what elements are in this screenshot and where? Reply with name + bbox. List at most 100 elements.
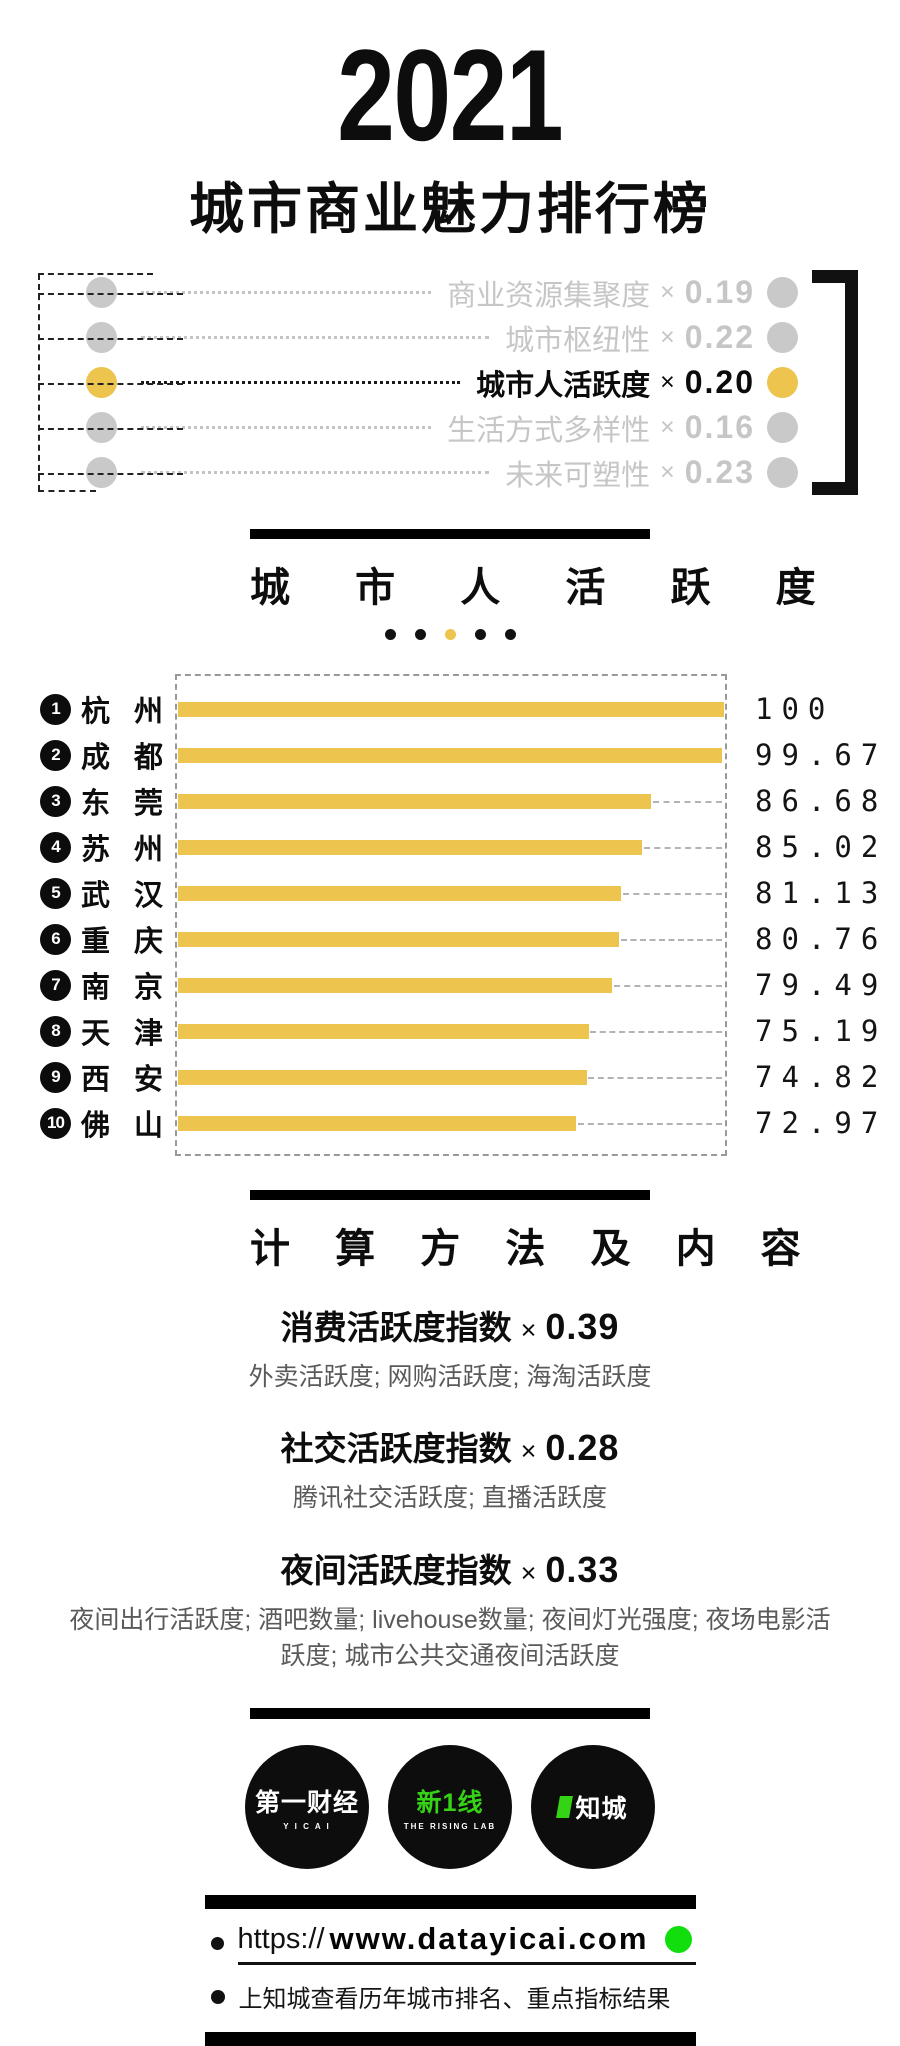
method-name: 消费活跃度指数 xyxy=(280,1309,512,1346)
legend-dot-icon xyxy=(767,367,798,398)
value-label: 100 xyxy=(755,692,835,726)
section-header-bar xyxy=(250,1190,650,1200)
logo-zhicheng-name: 知城 xyxy=(556,1789,628,1825)
page-dot[interactable] xyxy=(504,629,516,640)
url-link[interactable]: https:// www.datayicai.com xyxy=(237,1921,696,1965)
row-label: 4 苏 州 xyxy=(38,826,175,868)
row-label: 2 成 都 xyxy=(38,734,175,776)
section-header-bar xyxy=(250,529,650,539)
url-domain: www.datayicai.com xyxy=(329,1921,649,1956)
multiply-sign: × xyxy=(520,1557,537,1588)
rank-badge: 9 xyxy=(40,1061,71,1093)
dimension-legend: 商业资源集聚度 × 0.19 城市枢纽性 × 0.22 城市人活跃度 × 0.2… xyxy=(30,270,870,495)
chart-row: 2 成 都 99.67 xyxy=(38,732,878,778)
footer-top-bar xyxy=(204,1895,696,1909)
value-bar xyxy=(178,885,621,901)
chart-row: 8 天 津 75.19 xyxy=(38,1008,878,1054)
page-title-year: 2021 xyxy=(337,22,565,168)
bar-area xyxy=(175,1008,727,1054)
bar-area xyxy=(175,1054,727,1100)
legend-label: 城市人活跃度 xyxy=(476,369,651,402)
bar-area xyxy=(175,824,727,870)
rank-badge: 7 xyxy=(40,969,71,1001)
logo-yicai-name: 第一财经 xyxy=(254,1789,359,1817)
method-components: 腾讯社交活跃度; 直播活跃度 xyxy=(293,1484,607,1513)
chart-dashed-frame xyxy=(175,674,727,1156)
method-weight: 0.28 xyxy=(545,1427,620,1469)
value-connector xyxy=(613,985,722,987)
legend-weight: 0.16 xyxy=(684,409,755,445)
city-label: 苏 州 xyxy=(81,834,172,866)
logo-zhicheng: 知城 xyxy=(531,1745,655,1869)
bar-area xyxy=(175,870,727,916)
rank-badge: 1 xyxy=(40,693,71,725)
city-label: 天 津 xyxy=(81,1018,172,1050)
legend-row-urban-activity-active: 城市人活跃度 × 0.20 xyxy=(30,360,870,405)
legend-leader-dots xyxy=(141,426,432,429)
rank-badge: 10 xyxy=(40,1107,71,1139)
value-connector xyxy=(622,893,722,895)
rising-lab-flag-icon: 新1线 xyxy=(416,1789,484,1817)
value-bar xyxy=(178,747,723,763)
value-label: 99.67 xyxy=(755,738,888,772)
value-connector xyxy=(644,847,722,849)
row-label: 9 西 安 xyxy=(38,1056,175,1098)
row-label: 1 杭 州 xyxy=(38,688,175,730)
logo-yicai-sub: Y I C A I xyxy=(283,1822,331,1831)
legend-branch-line xyxy=(38,427,183,430)
chart-row: 4 苏 州 85.02 xyxy=(38,824,878,870)
value-connector xyxy=(620,939,722,941)
legend-dot-icon xyxy=(767,277,798,308)
legend-leader-dots xyxy=(141,291,432,294)
zhicheng-text: 知城 xyxy=(575,1795,628,1823)
bar-area xyxy=(175,732,727,778)
value-label: 81.13 xyxy=(755,876,888,910)
value-label: 80.76 xyxy=(755,922,888,956)
value-bar xyxy=(178,701,724,717)
row-label: 8 天 津 xyxy=(38,1010,175,1052)
value-label: 79.49 xyxy=(755,968,888,1002)
legend-label: 未来可塑性 xyxy=(505,459,651,492)
page-title: 城市商业魅力排行榜 xyxy=(188,178,711,240)
city-label: 重 庆 xyxy=(81,926,172,958)
value-label: 74.82 xyxy=(755,1060,888,1094)
legend-row-future-plasticity: 未来可塑性 × 0.23 xyxy=(30,450,870,495)
page-dot[interactable] xyxy=(384,629,396,640)
logo-rising-lab-sub: THE RISING LAB xyxy=(403,1822,497,1831)
value-label: 85.02 xyxy=(755,830,888,864)
value-bar xyxy=(178,1023,589,1039)
page-dot-active[interactable] xyxy=(444,629,456,640)
multiply-sign: × xyxy=(520,1315,537,1345)
value-bar xyxy=(178,839,643,855)
page-dot[interactable] xyxy=(474,629,486,640)
legend-weight: 0.19 xyxy=(684,274,755,310)
green-dot-icon xyxy=(664,1925,692,1953)
logo-rising-lab: 新1线 THE RISING LAB xyxy=(388,1745,512,1869)
value-connector xyxy=(577,1123,722,1125)
row-label: 3 东 莞 xyxy=(38,780,175,822)
city-label: 南 京 xyxy=(81,972,172,1004)
city-label: 成 都 xyxy=(81,742,172,774)
section-header-urban-activity: 城 市 人 活 跃 度 xyxy=(250,529,816,640)
chart-row: 1 杭 州 100 xyxy=(38,686,860,732)
footer-note-line: 上知城查看历年城市排名、重点指标结果 xyxy=(205,1979,696,2014)
legend-leader-dots xyxy=(141,471,490,474)
city-label: 东 莞 xyxy=(81,788,172,820)
legend-dot-icon xyxy=(767,322,798,353)
legend-label: 城市枢纽性 xyxy=(505,324,651,357)
logo-yicai: 第一财经 Y I C A I xyxy=(245,1745,369,1869)
publisher-logos: 第一财经 Y I C A I 新1线 THE RISING LAB 知城 xyxy=(0,1745,900,1869)
section-header-methodology: 计 算 方 法 及 内 容 xyxy=(250,1190,801,1274)
zhicheng-flag-icon xyxy=(556,1796,574,1818)
row-label: 10 佛 山 xyxy=(38,1102,175,1144)
legend-weight: 0.23 xyxy=(684,454,755,490)
page-dot[interactable] xyxy=(414,629,426,640)
url-line: https:// www.datayicai.com xyxy=(205,1921,696,1965)
multiply-sign: × xyxy=(520,1436,537,1467)
value-connector xyxy=(588,1077,722,1079)
legend-weight: 0.22 xyxy=(684,319,755,355)
url-scheme: https:// xyxy=(237,1922,325,1955)
bullet-icon xyxy=(210,1989,225,2004)
section-title: 城 市 人 活 跃 度 xyxy=(250,566,843,610)
method-weight: 0.39 xyxy=(545,1306,620,1347)
